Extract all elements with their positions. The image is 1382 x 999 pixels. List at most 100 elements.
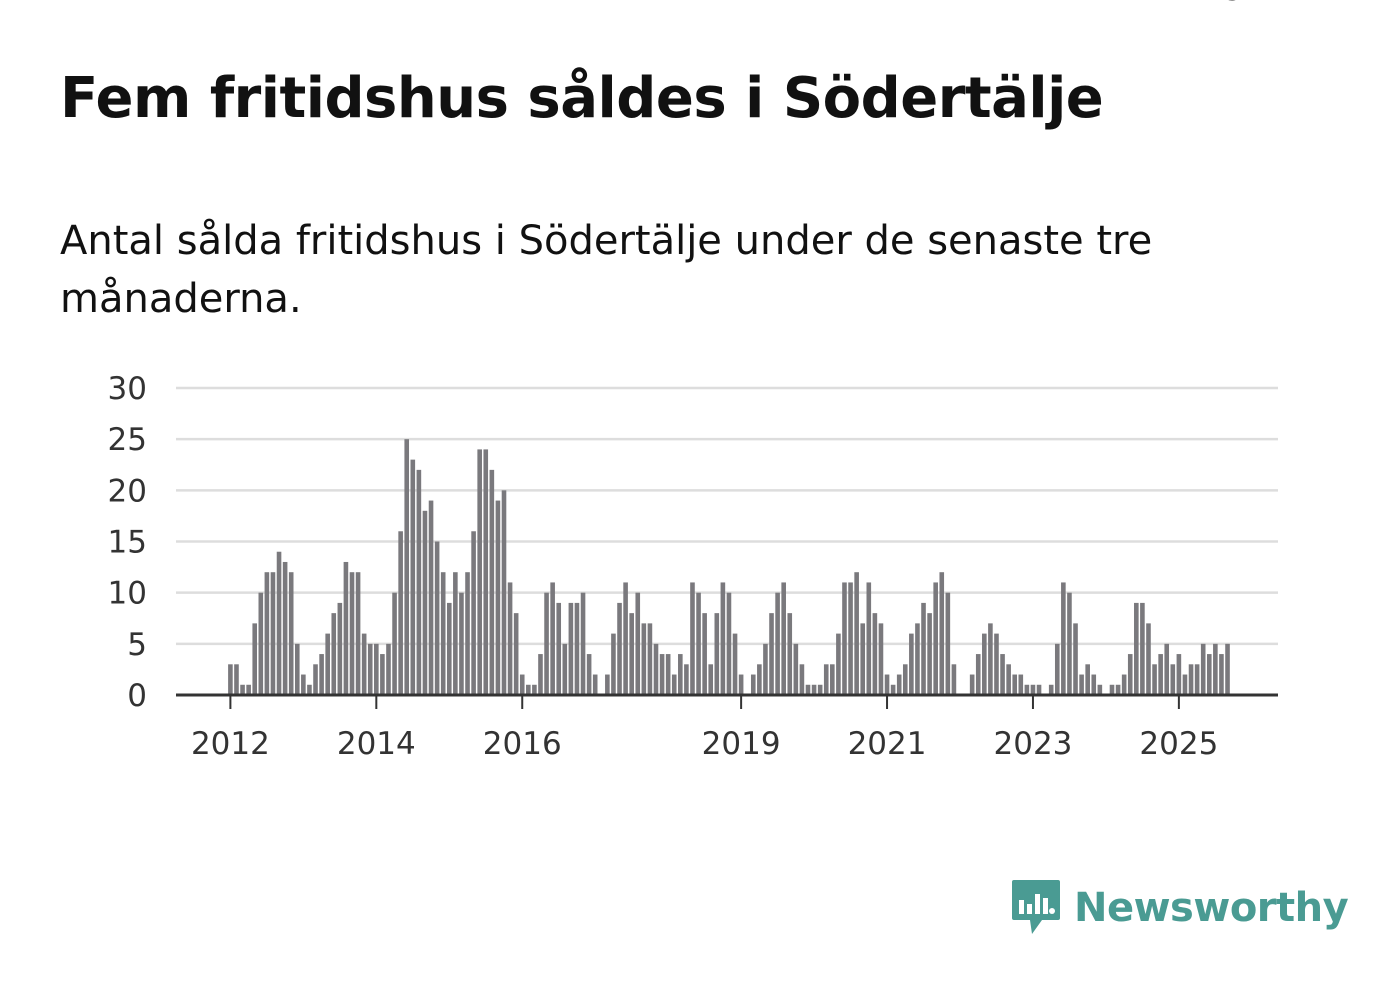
bar	[823, 664, 829, 695]
bar	[617, 602, 622, 695]
bar	[951, 664, 957, 695]
bar	[319, 654, 324, 695]
bar	[532, 684, 537, 695]
bar	[331, 613, 337, 695]
bar	[635, 592, 641, 695]
bar	[483, 449, 489, 695]
bar	[343, 561, 349, 695]
bar	[884, 674, 890, 695]
data-labels: 5	[1224, 0, 1243, 8]
bar	[301, 674, 306, 695]
bar	[1073, 623, 1078, 695]
bar	[605, 674, 610, 695]
bar	[860, 623, 866, 695]
bar	[562, 643, 568, 695]
bar	[386, 643, 391, 695]
bar	[1140, 602, 1145, 695]
bar	[878, 623, 884, 695]
bar	[799, 664, 805, 695]
bar	[726, 592, 732, 695]
x-tick-label: 2021	[848, 726, 927, 762]
bar	[909, 633, 914, 695]
bar	[763, 643, 768, 695]
bar	[988, 623, 993, 695]
highlight-value-label: 5	[1224, 0, 1243, 8]
bar	[288, 572, 294, 695]
bar	[1213, 643, 1218, 695]
bar	[629, 613, 634, 695]
bar	[264, 572, 270, 695]
bar	[453, 572, 458, 695]
bar	[1225, 643, 1230, 695]
bar	[544, 592, 549, 695]
bar	[410, 459, 416, 695]
bar	[592, 674, 598, 695]
bar	[538, 654, 543, 695]
bar	[1219, 654, 1224, 695]
chart-title: Fem fritidshus såldes i Södertälje	[60, 66, 1104, 131]
bar	[1194, 664, 1200, 695]
bar	[1176, 654, 1182, 695]
bar	[854, 572, 859, 695]
bar	[969, 674, 975, 695]
x-tick-label: 2025	[1139, 726, 1218, 762]
bar	[477, 449, 482, 695]
bar	[380, 654, 385, 695]
bar	[1054, 643, 1060, 695]
bar	[501, 490, 507, 695]
bar	[1012, 674, 1018, 695]
bar	[842, 582, 847, 695]
chart-subtitle: Antal sålda fritidshus i Södertälje unde…	[60, 218, 1153, 322]
bar	[915, 623, 920, 695]
bar	[1079, 674, 1084, 695]
bar	[446, 602, 452, 695]
bar	[1200, 643, 1206, 695]
bar	[641, 623, 647, 695]
bar	[896, 674, 902, 695]
bar	[574, 602, 580, 695]
y-tick-label: 30	[108, 371, 147, 407]
bar	[282, 561, 288, 695]
bar	[696, 592, 701, 695]
x-tick-label: 2016	[483, 726, 562, 762]
bar	[811, 684, 817, 695]
bar	[714, 613, 720, 695]
newsworthy-logo: Newsworthy	[1010, 878, 1349, 938]
bar	[830, 664, 835, 695]
bar	[671, 674, 677, 695]
bar	[361, 633, 367, 695]
bar	[580, 592, 586, 695]
bar	[1146, 623, 1151, 695]
bar	[647, 623, 653, 695]
bar	[1030, 684, 1036, 695]
bar	[702, 613, 707, 695]
bar	[252, 623, 258, 695]
bar	[659, 654, 665, 695]
newsworthy-logo-icon	[1012, 880, 1060, 934]
bar	[367, 643, 373, 695]
bar	[708, 664, 714, 695]
bar	[1018, 674, 1024, 695]
bar	[678, 654, 683, 695]
y-tick-label: 10	[108, 576, 147, 612]
bar	[489, 469, 495, 695]
bar	[440, 572, 446, 695]
bar	[586, 654, 592, 695]
bar	[459, 592, 464, 695]
bar	[1152, 664, 1157, 695]
y-tick-label: 20	[108, 473, 147, 509]
bar	[732, 633, 738, 695]
bar	[665, 654, 671, 695]
bar	[690, 582, 695, 695]
bar	[805, 684, 811, 695]
bar	[720, 582, 726, 695]
bar	[750, 674, 756, 695]
bar	[471, 531, 476, 695]
x-tick-label: 2019	[702, 726, 781, 762]
bar	[1085, 664, 1090, 695]
bar	[1024, 684, 1030, 695]
bar	[519, 674, 525, 695]
brand-name: Newsworthy	[1074, 885, 1349, 931]
bar	[513, 613, 519, 695]
bar	[325, 633, 330, 695]
